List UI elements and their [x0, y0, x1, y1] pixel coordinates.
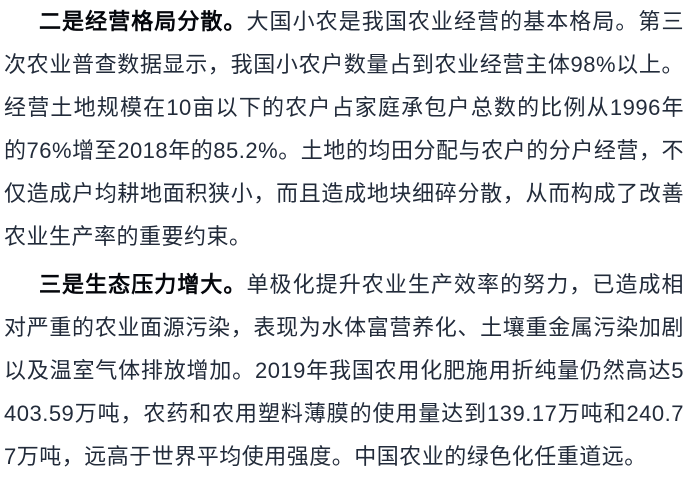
paragraph-operating-pattern: 二是经营格局分散。大国小农是我国农业经营的基本格局。第三次农业普查数据显示，我国…	[4, 0, 684, 258]
paragraph-ecological-pressure: 三是生态压力增大。单极化提升农业生产效率的努力，已造成相对严重的农业面源污染，表…	[4, 263, 684, 478]
paragraph-body: 单极化提升农业生产效率的努力，已造成相对严重的农业面源污染，表现为水体富营养化、…	[4, 272, 684, 469]
paragraph-lead: 二是经营格局分散。	[39, 9, 247, 34]
paragraph-lead: 三是生态压力增大。	[39, 272, 247, 297]
paragraph-body: 大国小农是我国农业经营的基本格局。第三次农业普查数据显示，我国小农户数量占到农业…	[4, 9, 684, 249]
